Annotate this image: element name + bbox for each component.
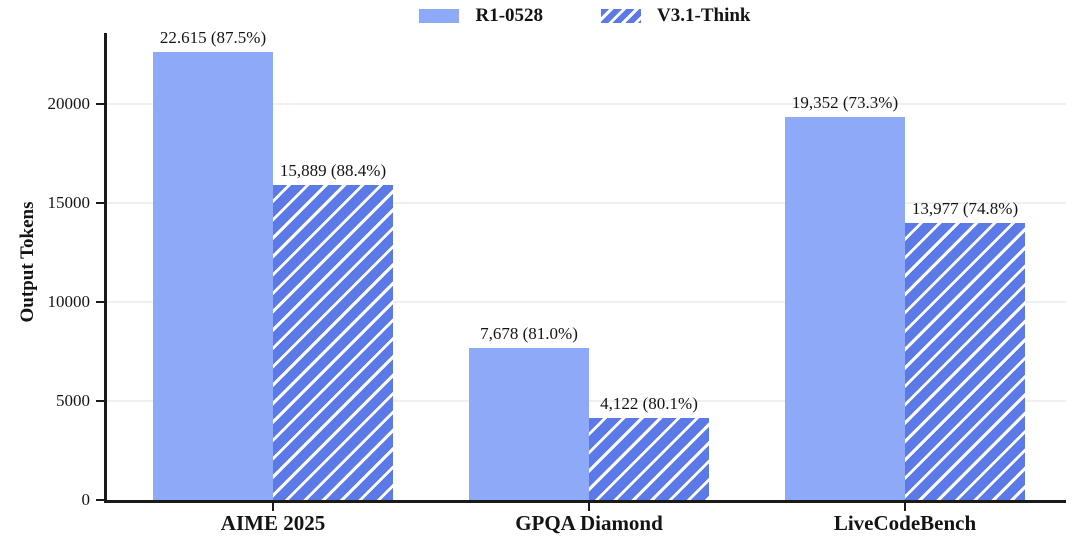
y-tick-mark [96, 400, 104, 402]
gridline-10000 [107, 301, 1066, 303]
bar-value-label: 19,352 (73.3%) [791, 93, 899, 112]
x-category-label-gpqa-diamond: GPQA Diamond [515, 511, 663, 535]
bar-v3-1-think-livecodebench [905, 223, 1025, 500]
gridline-15000 [107, 202, 1066, 204]
y-tick-label: 20000 [47, 94, 91, 113]
chart-legend: R1-0528 V3.1-Think [104, 2, 1066, 30]
bar-value-label: 22.615 (87.5%) [159, 28, 267, 47]
bar-r1-0528-livecodebench [785, 117, 905, 500]
bar-value-label: 4,122 (80.1%) [600, 394, 698, 413]
legend-swatch-hatched-icon [601, 9, 642, 23]
bar-value-label: 7,678 (81.0%) [480, 324, 578, 343]
x-tick-mark [904, 503, 906, 511]
y-tick-mark [96, 103, 104, 105]
y-tick-mark [96, 202, 104, 204]
y-tick-label: 0 [81, 490, 91, 509]
y-tick-label: 5000 [56, 391, 90, 410]
y-tick-label: 10000 [47, 292, 91, 311]
legend-item-r1-0528: R1-0528 [419, 5, 543, 27]
legend-item-v31-think: V3.1-Think [601, 5, 751, 27]
y-tick-label: 15000 [47, 193, 91, 212]
bar-r1-0528-aime-2025 [153, 52, 273, 500]
y-tick-mark [96, 499, 104, 501]
legend-label-r1-0528: R1-0528 [475, 5, 544, 26]
bar-v3-1-think-aime-2025 [273, 185, 393, 500]
bar-r1-0528-gpqa-diamond [469, 348, 589, 500]
x-tick-mark [272, 503, 274, 511]
x-category-label-aime-2025: AIME 2025 [220, 511, 326, 535]
bar-v3-1-think-gpqa-diamond [589, 418, 709, 500]
x-tick-mark [588, 503, 590, 511]
legend-swatch-solid-icon [419, 9, 460, 23]
legend-label-v31-think: V3.1-Think [657, 5, 751, 26]
gridline-20000 [107, 103, 1066, 105]
plot-inner: 22.615 (87.5%) 15,889 (88.4%) 7,678 (81.0%… [107, 28, 1066, 500]
bar-value-label: 13,977 (74.8%) [911, 199, 1019, 218]
x-category-label-livecodebench: LiveCodeBench [833, 511, 977, 535]
y-tick-mark [96, 301, 104, 303]
bar-value-label: 15,889 (88.4%) [279, 161, 387, 180]
plot-area: 22.615 (87.5%) 15,889 (88.4%) 7,678 (81.0%… [104, 28, 1066, 503]
